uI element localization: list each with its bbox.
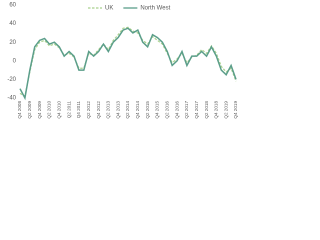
x-tick-label: Q4 2009 — [37, 101, 42, 119]
x-tick-label: Q2 2009 — [27, 101, 32, 119]
y-tick-label: 0 — [13, 58, 17, 64]
x-tick-label: Q2 2014 — [125, 101, 130, 119]
x-tick-label: Q4 2013 — [115, 101, 120, 119]
y-tick-label: 60 — [9, 3, 16, 9]
y-tick-label: -40 — [7, 96, 16, 102]
x-tick-label: Q2 2010 — [47, 101, 52, 119]
legend-label: North West — [140, 6, 170, 12]
x-tick-label: Q4 2015 — [155, 101, 160, 119]
y-tick-label: 20 — [9, 40, 16, 46]
line-series — [19, 26, 237, 98]
x-tick-label: Q4 2012 — [96, 101, 101, 119]
line-series — [19, 27, 237, 101]
x-tick-label: Q2 2017 — [184, 101, 189, 119]
x-tick-label: Q4 2008 — [17, 101, 22, 119]
x-tick-label: Q2 2015 — [145, 101, 150, 119]
y-tick-label: -20 — [7, 77, 16, 83]
y-tick-label: 40 — [9, 21, 16, 27]
x-tick-label: Q2 2019 — [223, 101, 228, 119]
x-tick-label: Q4 2016 — [174, 101, 179, 119]
chart: -40 -20 0 20 40 60 Q4 2008 Q2 2009 Q4 2009 Q2 201… — [7, 3, 238, 119]
x-tick-label: Q2 2016 — [164, 101, 169, 119]
legend-label: UK — [105, 6, 113, 12]
x-tick-label: Q2 2018 — [204, 101, 209, 119]
x-tick-label: Q4 2014 — [135, 101, 140, 119]
x-tick-label: Q4 2019 — [233, 101, 238, 119]
x-tick-label: Q2 2013 — [106, 101, 111, 119]
x-tick-label: Q4 2011 — [76, 101, 81, 119]
x-tick-label: Q4 2010 — [56, 101, 61, 119]
x-tick-label: Q4 2017 — [194, 101, 199, 119]
x-tick-label: Q4 2018 — [214, 101, 219, 119]
x-tick-label: Q2 2011 — [66, 101, 71, 119]
x-tick-label: Q2 2012 — [86, 101, 91, 119]
